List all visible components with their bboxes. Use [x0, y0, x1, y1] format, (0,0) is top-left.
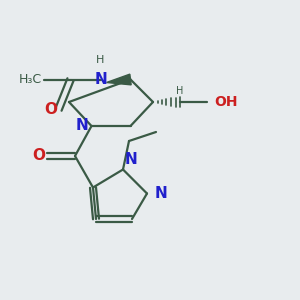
Text: O: O — [32, 148, 46, 164]
Text: N: N — [94, 72, 107, 87]
Text: N: N — [154, 186, 167, 201]
Text: H: H — [96, 55, 105, 65]
Text: N: N — [124, 152, 137, 167]
Text: N: N — [76, 118, 88, 134]
Text: H: H — [176, 86, 184, 97]
Text: H₃C: H₃C — [18, 73, 42, 86]
Text: OH: OH — [214, 95, 238, 109]
Polygon shape — [106, 74, 131, 85]
Text: O: O — [44, 102, 58, 117]
